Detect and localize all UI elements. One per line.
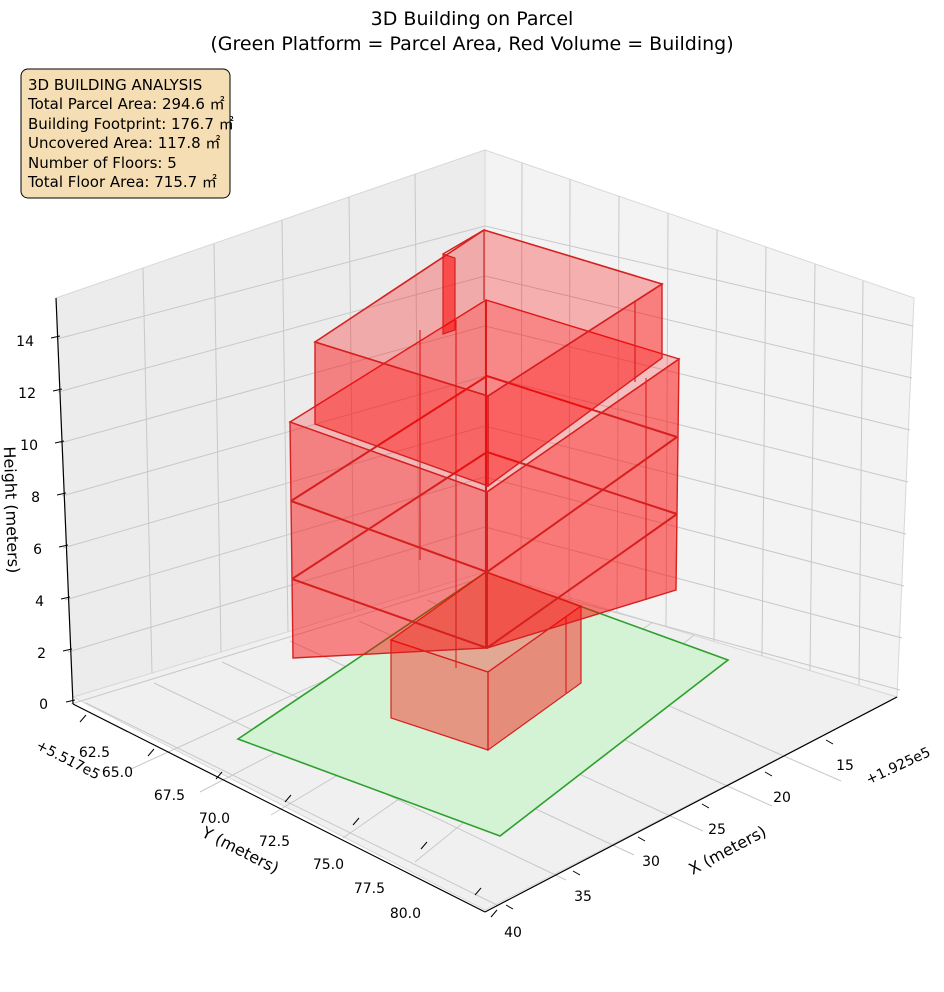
y-tick-label: 70.0 xyxy=(199,811,230,827)
x-tick-label: 35 xyxy=(574,889,592,905)
analysis-box: 3D BUILDING ANALYSIS Total Parcel Area: … xyxy=(20,68,234,199)
y-tick-label: 67.5 xyxy=(154,788,185,804)
y-tick-label: 62.5 xyxy=(79,745,110,761)
z-tick-label: 14 xyxy=(16,334,34,350)
x-axis-label: X (meters) xyxy=(685,822,769,879)
analysis-line: Uncovered Area: 117.8 ㎡ xyxy=(28,134,220,152)
chart-subtitle: (Green Platform = Parcel Area, Red Volum… xyxy=(210,33,733,55)
y-tick-labels: 62.5 65.0 67.5 70.0 72.5 75.0 77.5 80.0 xyxy=(79,745,421,922)
axis-lines xyxy=(55,297,898,913)
z-tick-labels: 0 2 4 6 8 10 12 14 xyxy=(16,334,48,713)
building-face xyxy=(487,282,663,488)
parcel-platform xyxy=(236,571,730,837)
z-tick-label: 10 xyxy=(20,438,38,454)
analysis-line: Number of Floors: 5 xyxy=(28,154,177,172)
building-top-floor xyxy=(313,229,664,488)
z-tick-label: 8 xyxy=(31,490,40,506)
x-tick-label: 40 xyxy=(504,925,522,941)
x-tick-label: 20 xyxy=(773,790,791,806)
z-tick-label: 0 xyxy=(39,697,48,713)
analysis-line: Total Floor Area: 715.7 ㎡ xyxy=(27,173,217,191)
x-tick-marks xyxy=(505,739,834,910)
z-axis-label: Height (meters) xyxy=(0,446,23,574)
chart-title: 3D Building on Parcel xyxy=(371,8,574,30)
building-face xyxy=(442,253,456,335)
z-tick-label: 12 xyxy=(18,386,36,402)
y-tick-label: 77.5 xyxy=(354,881,385,897)
analysis-heading: 3D BUILDING ANALYSIS xyxy=(28,76,202,94)
z-tick-label: 4 xyxy=(35,594,44,610)
y-tick-label: 80.0 xyxy=(390,906,421,922)
z-tick-label: 2 xyxy=(37,646,46,662)
analysis-box-background xyxy=(20,68,231,199)
x-tick-label: 25 xyxy=(708,822,726,838)
y-tick-label: 65.0 xyxy=(102,765,133,781)
y-tick-marks xyxy=(79,714,498,918)
analysis-line: Building Footprint: 176.7 ㎡ xyxy=(28,115,234,133)
x-offset-label: +1.925e5 xyxy=(864,744,934,788)
z-tick-marks xyxy=(50,335,76,703)
x-tick-labels: 15 20 25 30 35 40 xyxy=(504,758,854,941)
building-face xyxy=(288,299,681,493)
z-tick-label: 6 xyxy=(33,542,42,558)
y-tick-label: 75.0 xyxy=(313,857,344,873)
analysis-line: Total Parcel Area: 294.6 ㎡ xyxy=(27,95,225,113)
x-tick-label: 30 xyxy=(642,854,660,870)
y-tick-label: 72.5 xyxy=(259,834,290,850)
x-tick-label: 15 xyxy=(836,758,854,774)
building-tower xyxy=(288,299,681,668)
